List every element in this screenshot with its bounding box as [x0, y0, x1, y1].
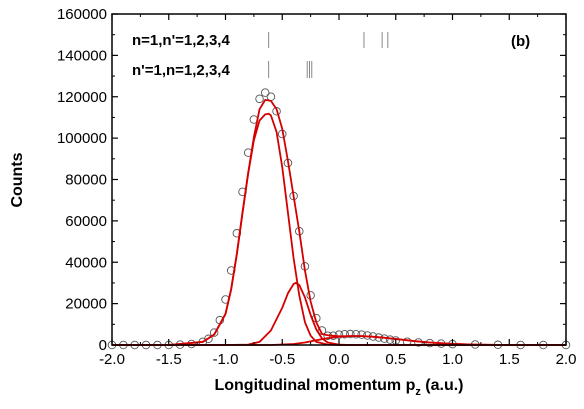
y-tick-label: 140000 — [57, 47, 107, 64]
x-tick-label: 1.5 — [499, 351, 520, 368]
data-point — [260, 88, 270, 97]
data-point — [346, 329, 355, 339]
data-point — [357, 330, 366, 339]
y-tick-label: 100000 — [57, 130, 107, 147]
y-tick-label: 80000 — [65, 172, 107, 189]
annotation-row-2: n'=1,n=1,2,3,4 — [132, 62, 230, 79]
x-axis: -2.0 -1.5 -1.0 -0.5 0.0 0.5 1.0 1.5 2.0 — [99, 14, 576, 368]
data-point — [232, 229, 242, 238]
data-point — [255, 94, 264, 104]
y-tick-label: 0 — [99, 337, 107, 354]
y-axis: 0 20000 40000 60000 80000 100000 120000 140000 1… — [57, 6, 566, 354]
y-tick-label: 20000 — [65, 296, 107, 313]
fit-curve-4 — [112, 98, 566, 346]
x-axis-title-subscript: z — [415, 386, 421, 398]
annotation-markers — [268, 32, 389, 78]
annotation-row-1: n=1,n'=1,2,3,4 — [132, 32, 230, 49]
x-tick-label: -1.0 — [213, 351, 239, 368]
x-tick-label: 0.5 — [385, 351, 406, 368]
y-tick-label: 160000 — [57, 6, 107, 23]
x-tick-label: 2.0 — [556, 351, 577, 368]
data-point — [204, 334, 213, 344]
y-tick-label: 40000 — [65, 254, 107, 271]
x-axis-title-main: Longitudinal momentum p — [214, 377, 415, 394]
data-point — [340, 329, 349, 339]
x-tick-label: -2.0 — [99, 351, 125, 368]
x-tick-label: -1.5 — [156, 351, 182, 368]
panel-label: (b) — [511, 33, 530, 50]
data-point — [334, 330, 344, 339]
x-axis-title: Longitudinal momentum pz (a.u.) — [214, 377, 463, 398]
x-axis-title-units: (a.u.) — [421, 377, 464, 394]
y-axis-title: Counts — [9, 152, 26, 207]
x-tick-label: 1.0 — [442, 351, 463, 368]
x-tick-label: 0.0 — [329, 351, 350, 368]
x-tick-label: -0.5 — [269, 351, 295, 368]
data-point — [351, 329, 361, 339]
y-tick-label: 120000 — [57, 89, 107, 106]
data-point — [209, 328, 219, 337]
y-tick-label: 60000 — [65, 213, 107, 230]
data-point — [272, 106, 281, 116]
